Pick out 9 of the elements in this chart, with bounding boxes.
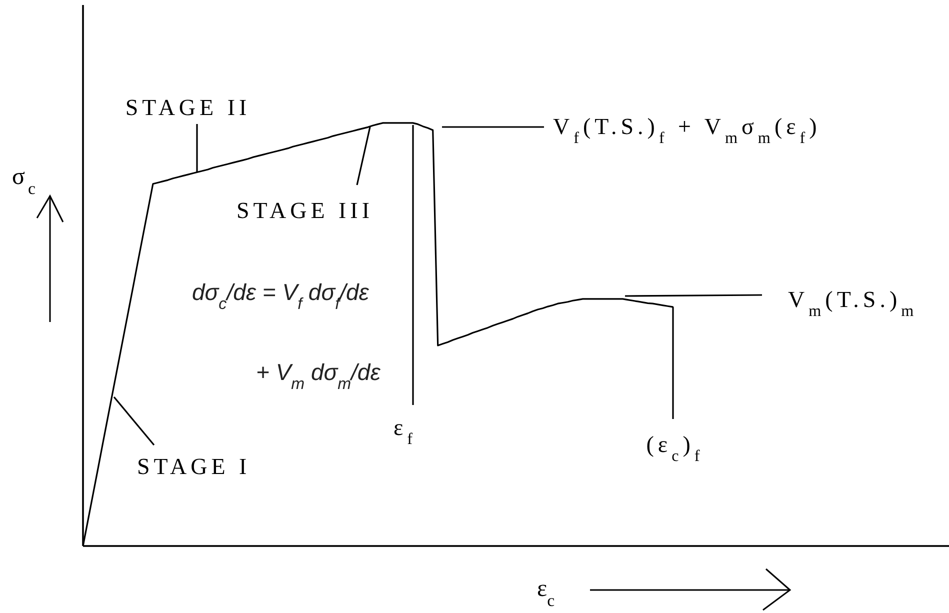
annotation: STAGE III	[236, 198, 374, 223]
text: V$_{m}$(T.S.)$_{m}$	[788, 287, 918, 320]
x-axis-title: ε$_{c}$	[537, 576, 555, 610]
annotation: STAGE I	[137, 454, 251, 479]
annotation: ε$_{f}$	[393, 415, 417, 448]
y-axis-title: σ$_{c}$	[12, 164, 38, 198]
annotation: (ε$_{c}$)$_{f}$	[646, 432, 704, 464]
text: STAGE II	[125, 95, 251, 120]
text: V$_{f}$(T.S.)$_{f}$ + V$_{m}$σ$_{m}$(ε$_{f}$)	[553, 114, 821, 146]
